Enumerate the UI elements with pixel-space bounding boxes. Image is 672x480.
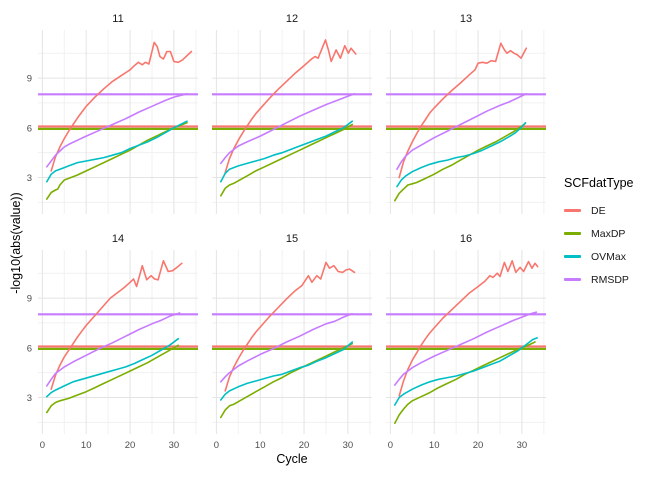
facet-strip-label: 13	[460, 13, 472, 25]
y-tick-label: 6	[27, 123, 32, 134]
series-line-MaxDP	[393, 122, 527, 202]
facet-panel-14: 14 0 10 20 30 3 6 9	[27, 233, 198, 451]
x-tick-label: 10	[429, 440, 440, 451]
x-tick-label: 30	[517, 440, 528, 451]
legend-line-swatch-RMSDP	[564, 278, 581, 281]
series-line-MaxDP	[45, 344, 180, 414]
legend-item-RMSDP: RMSDP	[564, 268, 633, 291]
legend-item-OVMax: OVMax	[564, 245, 633, 268]
series-line-MaxDP	[220, 342, 354, 419]
legend-label: DE	[591, 204, 606, 217]
y-tick-label: 6	[27, 343, 32, 354]
series-line-DE	[224, 261, 356, 392]
series-line-MaxDP	[220, 123, 354, 197]
x-tick-label: 10	[255, 440, 266, 451]
facet-panel-12: 12	[212, 13, 372, 214]
series-line-RMSDP	[393, 311, 538, 386]
series-line-DE	[398, 42, 528, 179]
series-line-DE	[50, 41, 193, 172]
series-line-OVMax	[393, 337, 539, 406]
series-line-OVMax	[220, 341, 354, 401]
y-tick-label: 3	[27, 393, 32, 404]
facet-strip-label: 11	[112, 13, 123, 25]
legend-line-swatch-OVMax	[564, 255, 581, 258]
y-tick-label: 9	[27, 74, 32, 85]
legend-item-MaxDP: MaxDP	[564, 222, 633, 245]
series-line-DE	[224, 39, 357, 174]
y-axis-title: -log10(abs(value))	[9, 192, 23, 294]
x-tick-label: 30	[169, 440, 180, 451]
x-tick-label: 0	[40, 440, 45, 451]
legend-line-swatch-MaxDP	[564, 232, 581, 235]
series-line-RMSDP	[45, 93, 188, 168]
facet-panel-16: 16 0 10 20 30	[386, 233, 546, 451]
x-axis-title: Cycle	[276, 452, 308, 466]
series-line-MaxDP	[45, 122, 188, 200]
legend: SCFdatType DE MaxDP OVMax RMSDP	[564, 176, 633, 291]
legend-label: MaxDP	[591, 227, 626, 240]
legend-label: RMSDP	[591, 273, 629, 286]
x-tick-label: 0	[214, 440, 219, 451]
series-line-RMSDP	[396, 93, 528, 170]
x-tick-label: 20	[125, 440, 136, 451]
facet-strip-label: 14	[112, 233, 124, 245]
legend-entries: DE MaxDP OVMax RMSDP	[564, 199, 633, 291]
x-tick-label: 20	[473, 440, 484, 451]
series-line-DE	[50, 259, 183, 391]
series-line-RMSDP	[220, 93, 356, 165]
y-tick-label: 3	[27, 173, 32, 184]
legend-item-DE: DE	[564, 199, 633, 222]
series-line-OVMax	[220, 120, 354, 183]
x-tick-label: 10	[81, 440, 92, 451]
series-line-MaxDP	[393, 341, 536, 425]
series-line-OVMax	[396, 122, 527, 188]
x-tick-label: 0	[388, 440, 393, 451]
facet-panel-11: 11 3 6 9	[27, 13, 198, 214]
facet-panel-15: 15 0 10 20 30	[212, 233, 372, 451]
x-tick-label: 20	[299, 440, 310, 451]
y-tick-label: 9	[27, 294, 32, 305]
series-line-OVMax	[45, 337, 180, 398]
x-tick-label: 30	[343, 440, 354, 451]
facet-strip-label: 12	[286, 13, 298, 25]
series-line-RMSDP	[45, 312, 181, 387]
series-line-OVMax	[45, 120, 188, 183]
legend-label: OVMax	[591, 250, 627, 263]
facet-strip-label: 16	[460, 233, 472, 245]
legend-line-swatch-DE	[564, 209, 581, 212]
facet-strip-label: 15	[286, 233, 298, 245]
series-line-RMSDP	[220, 312, 354, 383]
legend-title: SCFdatType	[564, 176, 634, 190]
series-line-DE	[398, 259, 539, 397]
facet-panel-13: 13	[386, 13, 546, 214]
